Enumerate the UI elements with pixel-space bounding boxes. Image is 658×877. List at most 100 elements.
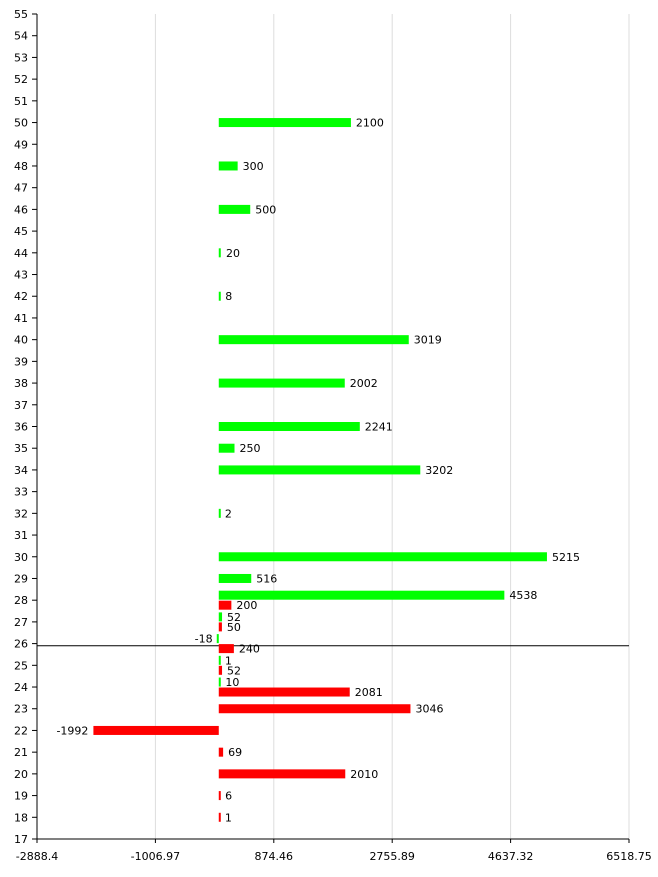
bar-value-label: 2 bbox=[225, 507, 232, 520]
bar bbox=[218, 677, 221, 687]
y-tick-label: 48 bbox=[14, 160, 28, 173]
bar-value-label: 250 bbox=[240, 442, 261, 455]
bar-value-label: 69 bbox=[228, 746, 242, 759]
bar bbox=[218, 443, 235, 453]
bar-value-label: 2241 bbox=[365, 421, 393, 434]
bar bbox=[218, 552, 547, 562]
y-tick-label: 42 bbox=[14, 290, 28, 303]
y-tick-label: 44 bbox=[14, 247, 28, 260]
bar-value-label: 2081 bbox=[355, 686, 383, 699]
bar-value-label: 500 bbox=[255, 203, 276, 216]
y-tick-label: 50 bbox=[14, 117, 28, 130]
bar-value-label: 1 bbox=[225, 654, 232, 667]
y-tick-label: 54 bbox=[14, 30, 28, 43]
y-tick-label: 23 bbox=[14, 703, 28, 716]
y-tick-label: 30 bbox=[14, 551, 28, 564]
bar bbox=[218, 291, 221, 301]
bar bbox=[218, 335, 409, 345]
x-tick-label: -2888.4 bbox=[16, 850, 58, 863]
bar bbox=[218, 248, 221, 258]
y-tick-label: 55 bbox=[14, 8, 28, 21]
bar bbox=[218, 704, 411, 714]
y-tick-label: 25 bbox=[14, 659, 28, 672]
bar-value-label: 3046 bbox=[415, 703, 443, 716]
bar-value-label: 516 bbox=[256, 572, 277, 585]
y-tick-label: 36 bbox=[14, 421, 28, 434]
y-tick-label: 46 bbox=[14, 203, 28, 216]
bar bbox=[218, 687, 350, 697]
bar-value-label: 2010 bbox=[350, 768, 378, 781]
x-tick-label: 2755.89 bbox=[369, 850, 415, 863]
bar bbox=[218, 204, 251, 214]
bar-value-label: 200 bbox=[236, 599, 257, 612]
bar bbox=[218, 378, 345, 388]
y-tick-label: 20 bbox=[14, 768, 28, 781]
axes: -2888.4 -1006.97 874.46 2755.89 4637.32 6518.… bbox=[14, 8, 652, 863]
bars bbox=[93, 118, 547, 822]
grid-lines bbox=[154, 14, 630, 839]
x-tick-label: 874.46 bbox=[255, 850, 294, 863]
y-tick-label: 33 bbox=[14, 486, 28, 499]
y-tick-label: 28 bbox=[14, 594, 28, 607]
bar-value-label: 1 bbox=[225, 811, 232, 824]
bar-value-label: 52 bbox=[227, 611, 241, 624]
bar bbox=[218, 769, 346, 779]
y-tick-label: 38 bbox=[14, 377, 28, 390]
bar-value-label: 4538 bbox=[509, 589, 537, 602]
bar-value-label: 2100 bbox=[356, 117, 384, 130]
bar-value-label: 5215 bbox=[552, 551, 580, 564]
y-tick-label: 19 bbox=[14, 790, 28, 803]
bar bbox=[218, 747, 224, 757]
bar-value-label: 50 bbox=[227, 621, 241, 634]
bar-value-label: 52 bbox=[227, 664, 241, 677]
bar bbox=[218, 612, 223, 622]
bar bbox=[93, 725, 219, 735]
y-tick-label: 43 bbox=[14, 269, 28, 282]
y-tick-label: 35 bbox=[14, 442, 28, 455]
bar bbox=[218, 465, 421, 475]
x-tick-label: -1006.97 bbox=[131, 850, 180, 863]
bar bbox=[218, 508, 221, 518]
bar bbox=[218, 791, 221, 801]
y-tick-label: 34 bbox=[14, 464, 28, 477]
bar bbox=[218, 644, 234, 654]
bar bbox=[218, 812, 221, 822]
bar-value-label: 240 bbox=[239, 643, 260, 656]
y-tick-label: 29 bbox=[14, 572, 28, 585]
y-tick-label: 18 bbox=[14, 811, 28, 824]
bar-value-label: 300 bbox=[243, 160, 264, 173]
bar-value-label: -18 bbox=[195, 633, 213, 646]
bar-value-label: 3019 bbox=[414, 334, 442, 347]
bar bbox=[218, 590, 505, 600]
y-tick-label: 26 bbox=[14, 638, 28, 651]
y-tick-label: 52 bbox=[14, 73, 28, 86]
y-tick-label: 37 bbox=[14, 399, 28, 412]
data-labels: 2100 300 500 20 8 3019 2002 2241 250 3202 2 5215 516… bbox=[56, 117, 580, 825]
y-tick-label: 41 bbox=[14, 312, 28, 325]
bar bbox=[218, 665, 223, 675]
bar-value-label: 6 bbox=[225, 790, 232, 803]
y-tick-label: 53 bbox=[14, 51, 28, 64]
bar bbox=[218, 118, 351, 128]
bar-value-label: -1992 bbox=[56, 724, 88, 737]
bar bbox=[218, 573, 252, 583]
bar-value-label: 8 bbox=[225, 290, 232, 303]
y-tick-label: 24 bbox=[14, 681, 28, 694]
y-tick-label: 39 bbox=[14, 355, 28, 368]
x-tick-label: 4637.32 bbox=[488, 850, 534, 863]
y-tick-label: 32 bbox=[14, 507, 28, 520]
bar-value-label: 20 bbox=[226, 247, 240, 260]
y-tick-label: 21 bbox=[14, 746, 28, 759]
y-tick-label: 17 bbox=[14, 833, 28, 846]
bar bbox=[218, 600, 232, 610]
y-tick-label: 31 bbox=[14, 529, 28, 542]
y-tick-label: 49 bbox=[14, 138, 28, 151]
y-tick-label: 22 bbox=[14, 724, 28, 737]
x-tick-label: 6518.75 bbox=[606, 850, 652, 863]
bar bbox=[216, 634, 219, 644]
y-tick-label: 45 bbox=[14, 225, 28, 238]
y-tick-label: 40 bbox=[14, 334, 28, 347]
bar bbox=[218, 655, 221, 665]
bar-value-label: 3202 bbox=[425, 464, 453, 477]
